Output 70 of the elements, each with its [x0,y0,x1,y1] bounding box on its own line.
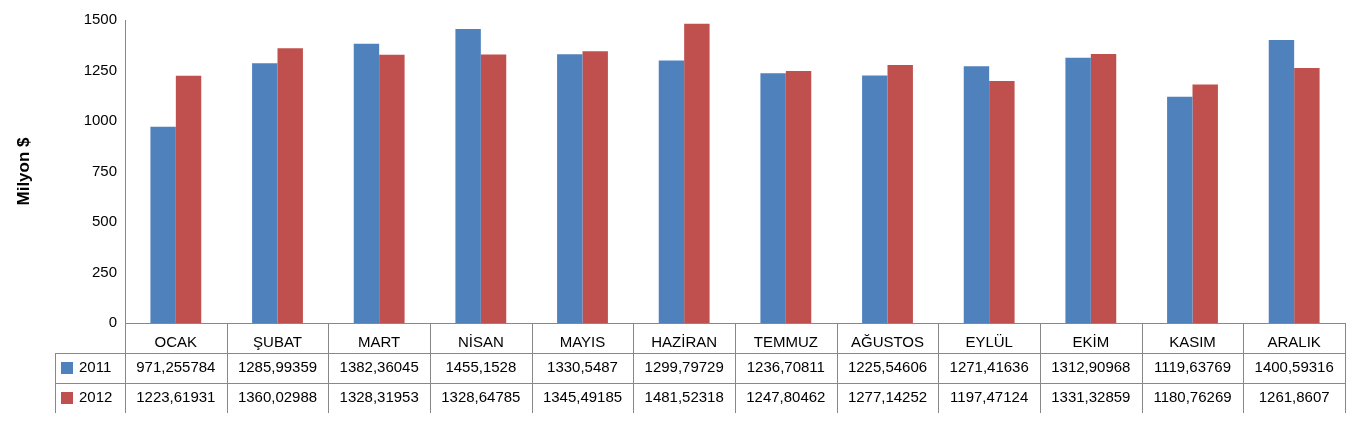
data-label: 1223,61931 [136,388,216,406]
x-tick-label: TEMMUZ [753,333,818,351]
bar [658,60,685,323]
y-tick-label: 500 [91,212,117,230]
data-label: 1345,49185 [542,388,623,406]
data-label: 1382,36045 [339,358,419,376]
bar [1167,96,1193,323]
bar [862,75,888,323]
bar [455,29,481,323]
data-label: 1312,90968 [1051,358,1131,376]
y-tick-label: 1250 [83,60,117,78]
y-tick-label: 1000 [83,111,117,129]
legend-label: 2012 [79,388,113,406]
data-label: 1481,52318 [644,388,724,406]
y-axis-title: Milyon $ [13,136,33,206]
bar [887,65,913,323]
y-tick-label: 1500 [83,10,117,28]
bar [582,51,608,323]
x-tick-label: ARALIK [1267,333,1321,351]
bar [379,54,405,323]
data-label: 1299,79729 [644,358,724,376]
data-label: 1261,8607 [1258,388,1330,406]
data-label: 1328,31953 [339,388,419,406]
data-label: 1400,59316 [1254,358,1334,376]
y-tick-label: 250 [91,262,117,280]
data-label: 1277,14252 [847,388,928,406]
data-label: 1236,70811 [746,358,825,376]
bar [1294,68,1320,323]
x-tick-label: ŞUBAT [253,333,302,351]
bar [1192,84,1218,323]
bar [277,48,303,323]
bar [1065,57,1091,323]
bar [760,73,786,323]
x-tick-label: HAZİRAN [651,333,718,351]
legend-label: 2011 [79,358,112,376]
bar [963,66,990,323]
x-tick-label: EKİM [1072,333,1110,351]
bar [684,23,710,323]
data-label: 1180,76269 [1153,388,1232,406]
bar [1268,40,1295,323]
bar [175,75,202,323]
x-tick-label: NİSAN [457,333,504,351]
bar [557,54,583,323]
data-label: 1328,64785 [441,388,521,406]
bar [252,63,278,323]
x-tick-label: OCAK [154,333,198,351]
data-label: 1331,32859 [1051,388,1131,406]
x-tick-label: KASIM [1169,333,1216,351]
x-tick-label: EYLÜL [965,333,1013,351]
data-label: 971,255784 [136,358,216,376]
bar [150,126,176,323]
bar [989,81,1015,323]
data-label: 1197,47124 [950,388,1029,406]
bar [785,70,812,323]
data-label: 1360,02988 [237,388,318,406]
data-label: 1285,99359 [237,358,318,376]
bar [1090,54,1117,323]
data-label: 1247,80462 [746,388,826,406]
y-tick-label: 0 [108,313,117,331]
data-label: 1119,63769 [1153,358,1232,376]
data-label: 1271,41636 [949,358,1029,376]
x-tick-label: MART [358,333,401,351]
data-label: 1330,5487 [547,358,618,376]
data-label: 1225,54606 [847,358,928,376]
data-label: 1455,1528 [445,358,517,376]
x-tick-label: AĞUSTOS [850,333,925,351]
x-tick-label: MAYIS [559,333,606,351]
bar [353,43,380,323]
bar [480,54,507,323]
y-tick-label: 750 [91,161,117,179]
